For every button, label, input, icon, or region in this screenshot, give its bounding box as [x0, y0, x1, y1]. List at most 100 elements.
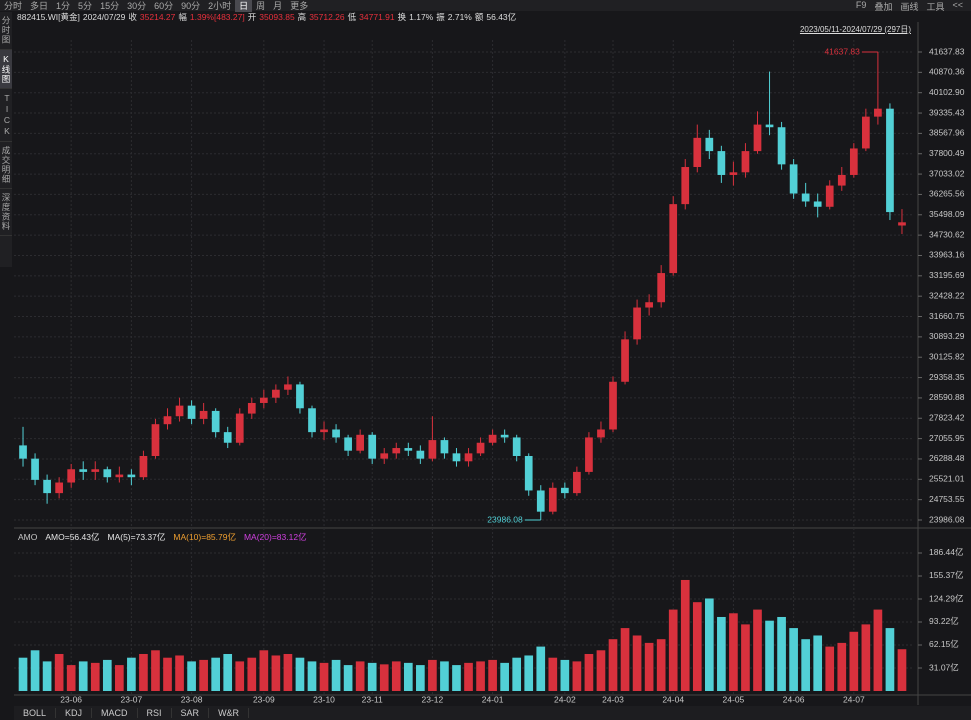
sidebar: 分时图 K线图 TICK 成交明细 深度资料 [0, 12, 12, 267]
sidebar-tab[interactable]: 深度资料 [0, 189, 12, 236]
candle-body [296, 384, 304, 409]
toolbar-button[interactable]: 5分 [78, 1, 93, 11]
candle-body [284, 384, 292, 390]
candle-body [332, 429, 340, 438]
candle-body [79, 469, 88, 472]
candle-body [151, 424, 160, 456]
candle-body [476, 442, 485, 454]
info-label: 低 [347, 12, 357, 22]
volume-bar [78, 661, 88, 691]
info-value: 1.17% [409, 12, 434, 22]
volume-bar [897, 649, 907, 691]
volume-bar [259, 650, 269, 691]
toolbar-button[interactable]: << [952, 0, 963, 10]
volume-bar [175, 655, 184, 691]
x-tick-label: 23-10 [313, 694, 335, 704]
candle-body [223, 432, 232, 443]
y-tick-label: 36265.56 [929, 189, 965, 199]
candle-body [717, 151, 726, 175]
toolbar-button[interactable]: 周 [256, 1, 266, 11]
legend-entry: MA(10)=85.79亿 [173, 532, 236, 542]
volume-bar [199, 659, 208, 691]
indicator-tab[interactable]: BOLL [14, 708, 57, 718]
sidebar-tab[interactable]: 成交明细 [0, 142, 12, 189]
info-label: 换 [397, 12, 407, 22]
sidebar-tab[interactable]: K线图 [0, 49, 12, 89]
toolbar-button[interactable]: 画线 [900, 2, 919, 12]
toolbar-button[interactable]: 分时 [4, 1, 23, 11]
toolbar-button[interactable]: 15分 [100, 1, 120, 11]
candle-body [127, 474, 136, 478]
volume-bar [717, 616, 726, 691]
toolbar-button[interactable]: 叠加 [874, 2, 893, 12]
volume-bar [476, 661, 485, 691]
indicator-tab[interactable]: MACD [92, 708, 138, 718]
candle-body [886, 108, 894, 213]
volume-bar [488, 659, 497, 691]
volume-bar [367, 662, 377, 691]
y-tick-label: 32428.22 [929, 290, 965, 300]
candle-body [115, 474, 124, 478]
toolbar-button[interactable]: 90分 [181, 1, 201, 11]
x-tick-label: 24-01 [482, 694, 504, 704]
candle-body [488, 434, 497, 443]
candle-body [308, 408, 316, 433]
sidebar-tab[interactable]: TICK [0, 89, 12, 142]
indicator-tab[interactable]: RSI [138, 708, 172, 718]
toolbar-button[interactable]: 月 [273, 1, 283, 11]
volume-bar [765, 620, 774, 691]
candle-body [753, 124, 762, 152]
volume-bar [729, 613, 738, 691]
toolbar-button[interactable]: 30分 [127, 1, 147, 11]
indicator-tab[interactable]: W&R [209, 708, 250, 718]
candle-body [777, 127, 786, 165]
toolbar-button[interactable]: 工具 [926, 2, 945, 12]
toolbar-button[interactable]: F9 [855, 0, 867, 10]
volume-bar [632, 635, 642, 691]
toolbar-button[interactable]: 更多 [290, 1, 309, 11]
volume-bar [777, 616, 786, 691]
volume-bar [151, 650, 160, 691]
high-label: 41637.83 [824, 46, 860, 56]
date-range[interactable]: 2023/05/11-2024/07/29 (297日) [799, 25, 911, 34]
y-tick-label: 37800.49 [929, 148, 965, 158]
y-tick-label: 186.44亿 [929, 547, 964, 557]
toolbar-button[interactable]: 2小时 [208, 1, 232, 11]
x-tick-label: 23-06 [60, 694, 82, 704]
volume-bar [452, 665, 461, 691]
volume-bar [644, 642, 654, 691]
info-value: 1.39%[483.27] [189, 12, 245, 22]
candle-body [103, 469, 112, 478]
candle-body [741, 151, 750, 173]
info-label: 幅 [178, 12, 187, 22]
y-tick-label: 39335.43 [929, 107, 965, 117]
volume-bar [343, 665, 353, 691]
volume-bar [403, 662, 413, 691]
toolbar-button[interactable]: 1分 [56, 1, 71, 11]
candle-body [560, 487, 569, 494]
info-value: 35712.26 [309, 12, 345, 22]
candle-body [199, 410, 208, 419]
candle-body [862, 116, 870, 149]
candle-body [320, 429, 328, 433]
volume-bar [572, 661, 582, 691]
volume-bar [187, 661, 196, 691]
sidebar-tab[interactable]: 分时图 [0, 12, 12, 50]
volume-bar [66, 665, 76, 691]
candle-body [789, 164, 798, 194]
y-tick-label: 31660.75 [929, 311, 965, 321]
candle-body [512, 437, 521, 456]
candle-body [621, 339, 629, 382]
indicator-tab[interactable]: SAR [172, 708, 210, 718]
x-tick-label: 24-02 [554, 694, 576, 704]
toolbar-button[interactable]: 日 [235, 0, 253, 12]
candle-body [548, 487, 557, 512]
x-tick-label: 24-06 [783, 694, 805, 704]
toolbar-button[interactable]: 多日 [30, 1, 49, 11]
volume-bar [235, 661, 245, 691]
candle-body [669, 204, 678, 274]
toolbar-button[interactable]: 60分 [154, 1, 174, 11]
candle-body [825, 185, 834, 207]
indicator-tab[interactable]: KDJ [56, 708, 93, 718]
